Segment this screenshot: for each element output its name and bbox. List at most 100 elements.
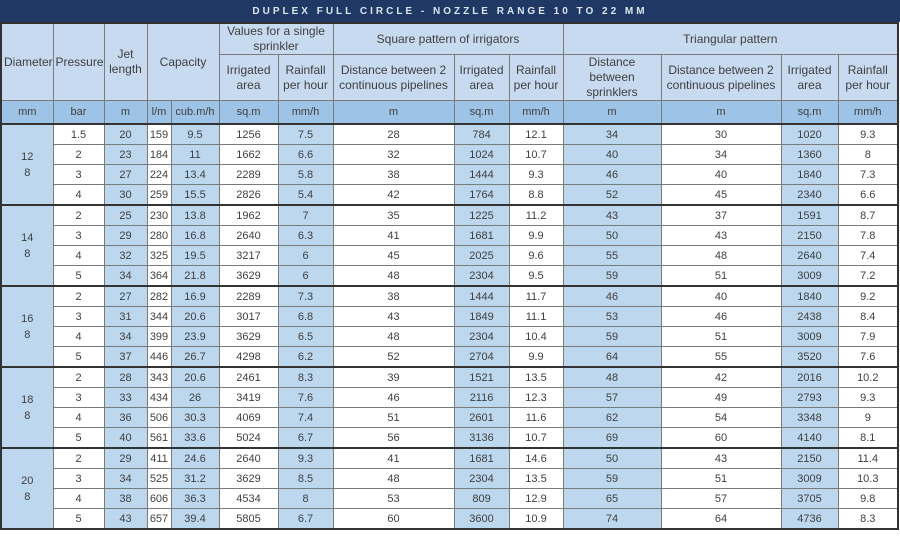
table-cell: 30 <box>103 184 148 206</box>
header-irrigated-area: Irrigated area <box>780 54 839 101</box>
table-cell: 11.2 <box>508 204 564 226</box>
table-cell: 4069 <box>218 407 279 428</box>
table-cell: 40 <box>660 285 782 307</box>
table-cell: 52 <box>562 184 662 206</box>
header-square-pattern: Square pattern of irrigators <box>332 22 564 55</box>
table-cell: 13.5 <box>508 366 564 388</box>
table-cell: 60 <box>660 427 782 449</box>
table-cell: 2793 <box>780 387 839 408</box>
table-cell: 36 <box>103 407 148 428</box>
table-cell: 2438 <box>780 306 839 327</box>
table-cell: 11.6 <box>508 407 564 428</box>
table-cell: 64 <box>660 508 782 530</box>
table-row: 18 8 2 28 343 20.6 2461 8.3 39 1521 13.5 48 42 2016 10… <box>0 366 899 449</box>
table-cell: 2640 <box>218 225 279 246</box>
table-cell: 2601 <box>453 407 510 428</box>
table-cell: 41 <box>332 225 455 246</box>
table-cell: 2304 <box>453 265 510 287</box>
table-cell: 7 <box>277 204 334 226</box>
table-cell: 9.2 <box>837 285 899 307</box>
table-cell: 7.6 <box>837 346 899 368</box>
table-cell: 5805 <box>218 508 279 530</box>
table-cell: 411 <box>146 447 172 469</box>
table-cell: 59 <box>562 468 662 489</box>
table-row: 4 36 506 30.3 4069 7.4 51 2601 11.6 62 54 3348 9 <box>1 407 899 428</box>
table-cell: 23 <box>103 144 148 165</box>
table-cell: 53 <box>562 306 662 327</box>
table-cell: 42 <box>660 366 782 388</box>
table-cell: 2826 <box>218 184 279 206</box>
table-cell: 6.6 <box>277 144 334 165</box>
table-row: 16 8 2 27 282 16.9 2289 7.3 38 1444 11.7 46 40 1840 9.… <box>0 285 899 368</box>
table-cell: 3 <box>52 468 105 489</box>
table-cell: 32 <box>103 245 148 266</box>
table-cell: 1444 <box>453 164 510 185</box>
table-cell: 8.8 <box>508 184 564 206</box>
table-cell: 16.9 <box>170 285 220 307</box>
table-cell: 42 <box>332 184 455 206</box>
table-cell: 6.7 <box>277 508 334 530</box>
table-cell: 64 <box>562 346 662 368</box>
table-cell: 37 <box>660 204 782 226</box>
table-row: 4 34 399 23.9 3629 6.5 48 2304 10.4 59 51 3009 7.9 <box>1 326 899 347</box>
table-cell: 1591 <box>780 204 839 226</box>
table-cell: 5 <box>52 508 105 530</box>
diameter-group-cell: 16 8 <box>0 285 54 368</box>
table-cell: 65 <box>562 488 662 509</box>
unit-cell: mm/h <box>277 100 334 125</box>
table-cell: 230 <box>146 204 172 226</box>
table-cell: 25 <box>103 204 148 226</box>
unit-cell: mm/h <box>837 100 899 125</box>
table-row: 3 34 525 31.2 3629 8.5 48 2304 13.5 59 51 3009 10.3 <box>1 468 899 489</box>
table-cell: 33 <box>103 387 148 408</box>
table-cell: 6.3 <box>277 225 334 246</box>
table-cell: 4 <box>52 184 105 206</box>
table-cell: 2 <box>52 285 105 307</box>
table-cell: 5 <box>52 265 105 287</box>
table-cell: 184 <box>146 144 172 165</box>
table-row: 4 38 606 36.3 4534 8 53 809 12.9 65 57 3705 9.8 <box>1 488 899 509</box>
table-cell: 55 <box>562 245 662 266</box>
table-cell: 10.9 <box>508 508 564 530</box>
header-diameter: Diameter <box>0 22 54 101</box>
table-cell: 43 <box>660 447 782 469</box>
table-cell: 4 <box>52 326 105 347</box>
unit-cell: mm <box>0 100 54 125</box>
table-cell: 34 <box>562 123 662 145</box>
table-cell: 39.4 <box>170 508 220 530</box>
header-distance-sprinklers: Distance between sprinklers <box>562 54 662 101</box>
header-rainfall-per-hour: Rainfall per hour <box>277 54 334 101</box>
table-cell: 6.2 <box>277 346 334 368</box>
table-cell: 525 <box>146 468 172 489</box>
table-cell: 11.1 <box>508 306 564 327</box>
table-cell: 20.6 <box>170 366 220 388</box>
table-row: 3 33 434 26 3419 7.6 46 2116 12.3 57 49 2793 9.3 <box>1 387 899 408</box>
table-cell: 1840 <box>780 285 839 307</box>
table-cell: 69 <box>562 427 662 449</box>
diameter-group-cell: 18 8 <box>0 366 54 449</box>
table-cell: 13.4 <box>170 164 220 185</box>
units-row: mm bar m l/m cub.m/h sq.m mm/h m sq.m mm… <box>0 100 899 125</box>
table-cell: 5.8 <box>277 164 334 185</box>
table-cell: 9.9 <box>508 346 564 368</box>
table-cell: 9.3 <box>837 123 899 145</box>
unit-cell: m <box>103 100 148 125</box>
unit-cell: m <box>660 100 782 125</box>
table-cell: 7.3 <box>277 285 334 307</box>
table-cell: 28 <box>103 366 148 388</box>
table-cell: 8.3 <box>837 508 899 530</box>
table-cell: 3136 <box>453 427 510 449</box>
diameter-value: 8 <box>24 409 31 422</box>
table-cell: 10.7 <box>508 427 564 449</box>
table-cell: 9.3 <box>277 447 334 469</box>
header-rainfall-per-hour: Rainfall per hour <box>508 54 564 101</box>
table-cell: 43 <box>103 508 148 530</box>
table-cell: 48 <box>562 366 662 388</box>
table-cell: 11.7 <box>508 285 564 307</box>
table-cell: 1020 <box>780 123 839 145</box>
table-cell: 16.8 <box>170 225 220 246</box>
table-cell: 8.7 <box>837 204 899 226</box>
table-cell: 43 <box>660 225 782 246</box>
diameter-value: 20 <box>21 474 34 487</box>
table-cell: 15.5 <box>170 184 220 206</box>
